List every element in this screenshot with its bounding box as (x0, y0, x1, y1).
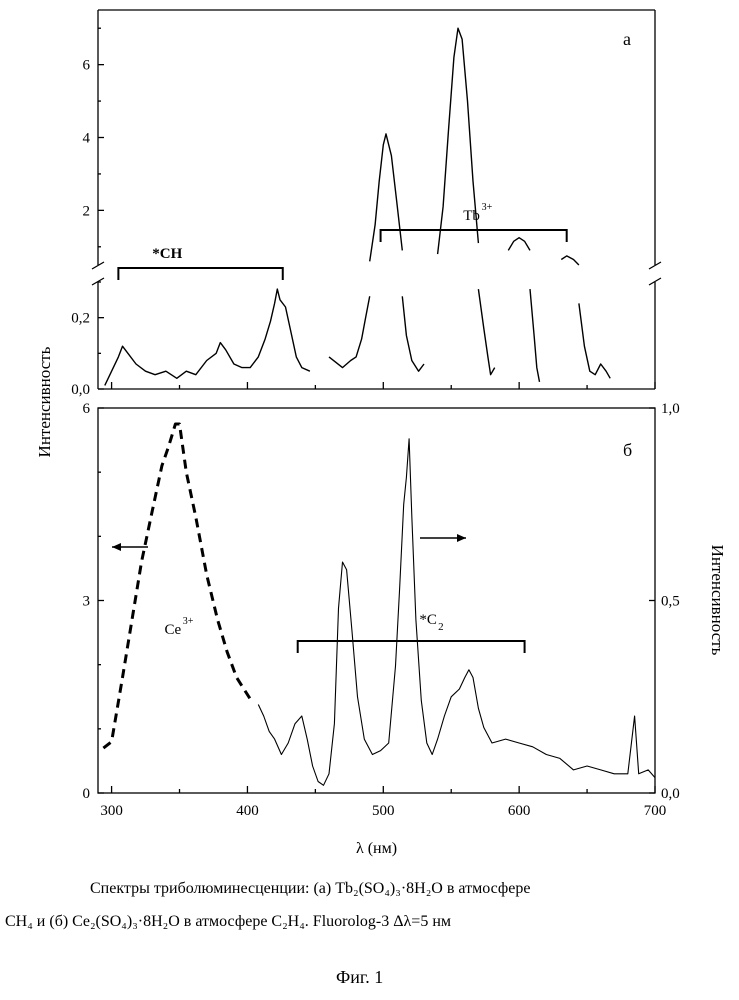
labels-layer: 2 4 6 0,0 0,2 300 400 500 600 700 0 3 6 0,0 0,5 1,0 *CH T… (35, 29, 727, 857)
tb-spectrum-line (402, 296, 424, 371)
tb-ion-label: Tb (463, 208, 480, 224)
y-tick-label: 0,0 (71, 382, 90, 398)
y-axis-title: Интенсивность (35, 346, 54, 457)
c2-band-bracket (298, 641, 525, 653)
tb-spectrum-line (579, 303, 610, 378)
panel-a-letter: а (623, 29, 631, 49)
left-axis-arrow-head (112, 543, 121, 551)
y2-tick-label: 0,5 (661, 594, 680, 610)
y2-tick-label: 0,0 (661, 786, 680, 802)
tribo-figure: 2 4 6 0,0 0,2 300 400 500 600 700 0 3 6 0,0 0,5 1,0 *CH T… (0, 0, 739, 870)
y2-axis-title: Интенсивность (708, 545, 727, 656)
x-tick-label: 700 (644, 803, 667, 819)
x-tick-label: 400 (236, 803, 259, 819)
series-layer (103, 28, 655, 785)
c2-label: *C (419, 612, 437, 628)
y2-tick-label: 1,0 (661, 401, 680, 417)
x-axis-title: λ (нм) (356, 840, 397, 857)
axes-frame (92, 10, 661, 793)
x-tick-label: 300 (100, 803, 123, 819)
ce-ion-superscript: 3+ (183, 616, 194, 627)
tb-spectrum-line (561, 256, 579, 265)
c2-spectrum-line (258, 439, 655, 786)
y-tick-label: 0 (83, 786, 91, 802)
c2-subscript: 2 (438, 621, 444, 633)
panel-b-letter: б (623, 440, 632, 460)
ce-excitation-dashed-line (103, 424, 253, 748)
panel-b-frame (98, 408, 655, 793)
tb-spectrum-line (478, 289, 494, 375)
x-tick-label: 600 (508, 803, 531, 819)
tb-spectrum-line (508, 238, 530, 251)
y-tick-label: 3 (83, 594, 91, 610)
tb-spectrum-line (329, 296, 370, 367)
figure-label: Фиг. 1 (336, 967, 383, 988)
tb-band-bracket (381, 230, 567, 242)
caption-line-1: Спектры триболюминесценции: (а) Tb₂(SO₄)… (90, 880, 530, 898)
y-tick-label: 2 (83, 203, 91, 219)
tb-spectrum-line (530, 289, 540, 382)
ch-band-bracket (118, 268, 282, 280)
tb-spectrum-line (370, 134, 403, 262)
tb-ion-superscript: 3+ (482, 202, 493, 213)
y-tick-label: 4 (83, 131, 91, 147)
y-tick-label: 6 (83, 58, 91, 74)
caption-line-2: CH₄ и (б) Ce₂(SO₄)₃·8H₂O в атмосфере C₂H… (5, 913, 451, 931)
right-axis-arrow-head (457, 534, 466, 542)
y-tick-label: 0,2 (71, 311, 90, 327)
x-tick-label: 500 (372, 803, 395, 819)
ch-label: *CH (152, 246, 182, 262)
ce-ion-label: Ce (164, 622, 181, 638)
y-tick-label: 6 (83, 401, 91, 417)
tb-spectrum-line (105, 289, 310, 385)
